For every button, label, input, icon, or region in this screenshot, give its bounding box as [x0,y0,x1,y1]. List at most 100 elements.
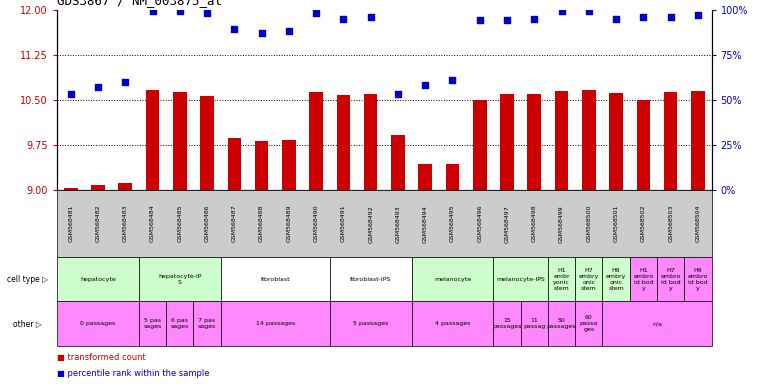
Text: H9
embro
id bod
y: H9 embro id bod y [688,268,708,291]
Point [337,16,349,22]
Text: n/a: n/a [652,321,662,326]
Point [174,8,186,15]
Point [365,14,377,20]
Bar [364,94,377,190]
Bar [391,135,405,190]
Text: 60
passa
ges: 60 passa ges [580,315,598,332]
Text: GDS3867 / NM_003875_at: GDS3867 / NM_003875_at [57,0,222,7]
Text: GSM568488: GSM568488 [259,205,264,242]
Text: GSM568499: GSM568499 [559,205,564,243]
Bar [419,164,432,190]
Text: 4 passages: 4 passages [435,321,470,326]
Bar [555,91,568,190]
Text: melanocyte-IPS: melanocyte-IPS [496,277,545,282]
Text: GSM568490: GSM568490 [314,205,319,242]
Text: other ▷: other ▷ [13,319,42,328]
Point [528,16,540,22]
Point [310,10,322,16]
Text: 5 pas
sages: 5 pas sages [143,318,161,329]
Text: GSM568483: GSM568483 [123,205,128,242]
Point [228,26,240,33]
Text: GSM568481: GSM568481 [68,205,73,242]
Text: GSM568502: GSM568502 [641,205,646,242]
Text: GSM568491: GSM568491 [341,205,346,242]
Bar [636,100,650,190]
Point [501,17,513,23]
Bar [610,93,623,190]
Point [473,17,486,23]
Text: GSM568498: GSM568498 [532,205,537,242]
Bar [200,96,214,190]
Point [256,30,268,36]
Text: 11
passag: 11 passag [523,318,546,329]
Bar [691,91,705,190]
Text: hepatocyte: hepatocyte [80,277,116,282]
Text: 0 passages: 0 passages [81,321,116,326]
Point [119,79,132,85]
Point [146,8,158,15]
Point [556,8,568,15]
Text: 7 pas
sages: 7 pas sages [198,318,216,329]
Text: GSM568495: GSM568495 [450,205,455,242]
Text: H9
embry
onic
stem: H9 embry onic stem [606,268,626,291]
Text: fibroblast: fibroblast [260,277,290,282]
Point [201,10,213,16]
Point [447,77,459,83]
Text: fibroblast-IPS: fibroblast-IPS [350,277,391,282]
Text: GSM568504: GSM568504 [696,205,700,242]
Bar [473,101,486,190]
Text: GSM568484: GSM568484 [150,205,155,242]
Bar [145,89,159,190]
Text: H7
embro
id bod
y: H7 embro id bod y [661,268,681,291]
Point [65,91,77,98]
Bar [446,164,460,190]
Text: H7
embry
onic
stem: H7 embry onic stem [578,268,599,291]
Point [610,16,622,22]
Text: melanocyte: melanocyte [434,277,471,282]
Bar [282,140,296,190]
Text: GSM568497: GSM568497 [505,205,510,243]
Point [392,91,404,98]
Text: hepatocyte-iP
S: hepatocyte-iP S [158,274,202,285]
Bar [119,183,132,190]
Text: GSM568493: GSM568493 [396,205,400,243]
Text: H1
embro
id bod
y: H1 embro id bod y [633,268,654,291]
Bar [664,92,677,190]
Point [637,14,649,20]
Text: GSM568482: GSM568482 [95,205,100,242]
Text: H1
embr
yonic
stem: H1 embr yonic stem [553,268,570,291]
Point [92,84,104,90]
Text: 15
passages: 15 passages [492,318,522,329]
Text: GSM568496: GSM568496 [477,205,482,242]
Point [419,82,431,88]
Bar [309,92,323,190]
Text: GSM568485: GSM568485 [177,205,183,242]
Text: GSM568501: GSM568501 [613,205,619,242]
Text: 14 passages: 14 passages [256,321,295,326]
Bar [173,92,186,190]
Text: 5 passages: 5 passages [353,321,388,326]
Text: GSM568492: GSM568492 [368,205,373,243]
Bar [336,95,350,190]
Text: GSM568494: GSM568494 [422,205,428,243]
Text: cell type ▷: cell type ▷ [7,275,48,284]
Bar [500,94,514,190]
Text: ■ percentile rank within the sample: ■ percentile rank within the sample [57,369,209,378]
Text: GSM568503: GSM568503 [668,205,673,242]
Text: GSM568500: GSM568500 [586,205,591,242]
Text: 50
passages: 50 passages [547,318,576,329]
Point [692,12,704,18]
Bar [228,138,241,190]
Text: 6 pas
sages: 6 pas sages [170,318,189,329]
Text: GSM568489: GSM568489 [286,205,291,242]
Text: GSM568486: GSM568486 [205,205,209,242]
Text: ■ transformed count: ■ transformed count [57,353,146,362]
Bar [582,90,596,190]
Text: GSM568487: GSM568487 [232,205,237,242]
Point [664,14,677,20]
Bar [91,185,105,190]
Bar [255,141,269,190]
Point [583,8,595,15]
Bar [527,94,541,190]
Bar [64,188,78,190]
